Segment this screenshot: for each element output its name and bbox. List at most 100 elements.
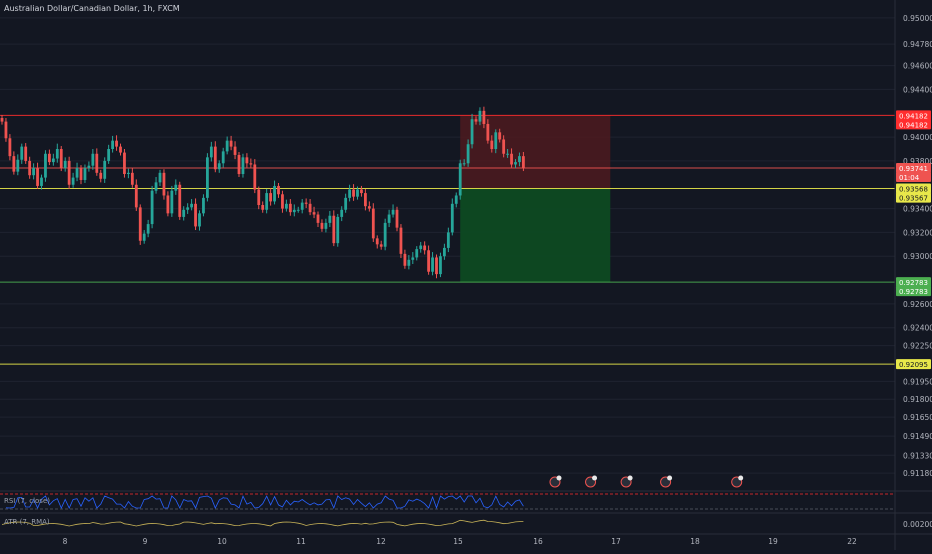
candle-body xyxy=(95,153,99,173)
candle-body xyxy=(391,209,395,215)
take-profit-zone xyxy=(460,188,611,283)
event-badge-icon xyxy=(556,475,562,481)
price-label-text: 0.94182 xyxy=(899,121,928,129)
candle-body xyxy=(198,213,201,227)
event-markers[interactable] xyxy=(549,475,744,488)
candle-body xyxy=(292,209,296,213)
candle-body xyxy=(253,164,257,190)
atr-line xyxy=(1,519,524,527)
candle-body xyxy=(431,257,434,272)
candle-body xyxy=(59,148,63,169)
event-badge-icon xyxy=(592,475,598,481)
rsi-line xyxy=(5,495,524,510)
y-tick-label: 0.91650 xyxy=(903,413,932,422)
candle-body xyxy=(285,203,288,209)
x-tick-label: 17 xyxy=(611,537,621,546)
price-label-text: 0.93568 xyxy=(899,186,928,194)
candle-body xyxy=(91,153,95,166)
candle-body xyxy=(281,194,284,209)
candle-body xyxy=(518,156,521,163)
candle-body xyxy=(233,146,237,155)
y-tick-label: 0.95000 xyxy=(903,14,932,23)
candle-body xyxy=(170,190,174,214)
candle-body xyxy=(75,168,79,178)
price-label-text: 0.92783 xyxy=(899,279,928,287)
candle-body xyxy=(186,207,190,210)
candle-body xyxy=(454,195,458,204)
candle-body xyxy=(4,121,8,139)
price-label-badge xyxy=(896,192,931,203)
candle-body xyxy=(12,156,16,172)
candle-body xyxy=(458,163,462,196)
candle-body xyxy=(32,168,35,176)
price-label-text: 0.94182 xyxy=(899,112,928,120)
x-tick-label: 22 xyxy=(847,537,857,546)
candle-body xyxy=(403,253,407,266)
rsi-label: RSI (7, close) xyxy=(4,497,50,505)
candle-body xyxy=(312,212,316,215)
candle-body xyxy=(115,140,118,147)
candle-body xyxy=(134,184,138,208)
y-tick-label: 0.92250 xyxy=(903,342,932,351)
candle-body xyxy=(450,203,454,233)
horizontal-lines xyxy=(0,114,895,365)
stop-loss-zone xyxy=(460,115,611,189)
y-tick-label: 0.94780 xyxy=(903,40,932,49)
candle-body xyxy=(99,172,103,179)
candle-body xyxy=(245,157,249,164)
candle-body xyxy=(16,159,20,172)
candle-body xyxy=(490,140,494,149)
price-axis[interactable]: 0.95000 0.94780 0.94600 0.94400 0.94000 0.938… xyxy=(894,0,932,550)
y-tick-label: 0.93000 xyxy=(903,252,932,261)
y-tick-label: 0.93200 xyxy=(903,228,932,237)
time-axis[interactable]: 8 9 10 11 12 15 16 17 18 19 22 xyxy=(0,533,932,546)
candle-body xyxy=(249,163,253,165)
candle-body xyxy=(146,224,150,234)
candle-body xyxy=(194,203,197,227)
candle-body xyxy=(123,152,126,175)
candle-body xyxy=(162,172,166,196)
candle-body xyxy=(364,193,367,207)
candle-body xyxy=(399,227,403,254)
event-badge-icon xyxy=(667,475,673,481)
candle-body xyxy=(336,216,340,244)
candle-body xyxy=(150,190,154,225)
price-label-badge xyxy=(896,110,931,121)
x-tick-label: 16 xyxy=(533,537,543,546)
candle-body xyxy=(111,140,114,149)
candle-body xyxy=(344,197,348,210)
candle-body xyxy=(83,168,87,180)
candle-body xyxy=(466,144,470,164)
x-tick-label: 10 xyxy=(217,537,227,546)
candle-body xyxy=(269,193,272,202)
candle-body xyxy=(300,202,304,210)
candle-body xyxy=(411,257,415,260)
candle-body xyxy=(127,172,130,175)
price-label-text: 0.93567 xyxy=(899,195,928,203)
candle-body xyxy=(502,139,506,154)
candle-body xyxy=(474,119,478,122)
candle-body xyxy=(55,148,59,159)
candle-body xyxy=(352,189,355,197)
candle-body xyxy=(24,146,28,161)
y-tick-label: 0.94000 xyxy=(903,133,932,142)
candle-body xyxy=(229,140,233,147)
candle-body xyxy=(71,177,75,185)
candle-body xyxy=(427,250,430,272)
price-label-badge xyxy=(896,359,931,370)
event-badge-icon xyxy=(738,475,744,481)
candle-body xyxy=(44,153,47,178)
candle-body xyxy=(379,244,383,247)
x-tick-label: 19 xyxy=(768,537,778,546)
candle-body xyxy=(443,247,446,257)
candle-body xyxy=(40,177,43,186)
event-badge-icon xyxy=(627,475,633,481)
candle-body xyxy=(462,163,466,165)
candle-body xyxy=(332,215,336,244)
candle-body xyxy=(130,172,134,185)
candle-body xyxy=(225,140,229,152)
candle-body xyxy=(257,189,261,206)
candle-body xyxy=(482,110,486,124)
